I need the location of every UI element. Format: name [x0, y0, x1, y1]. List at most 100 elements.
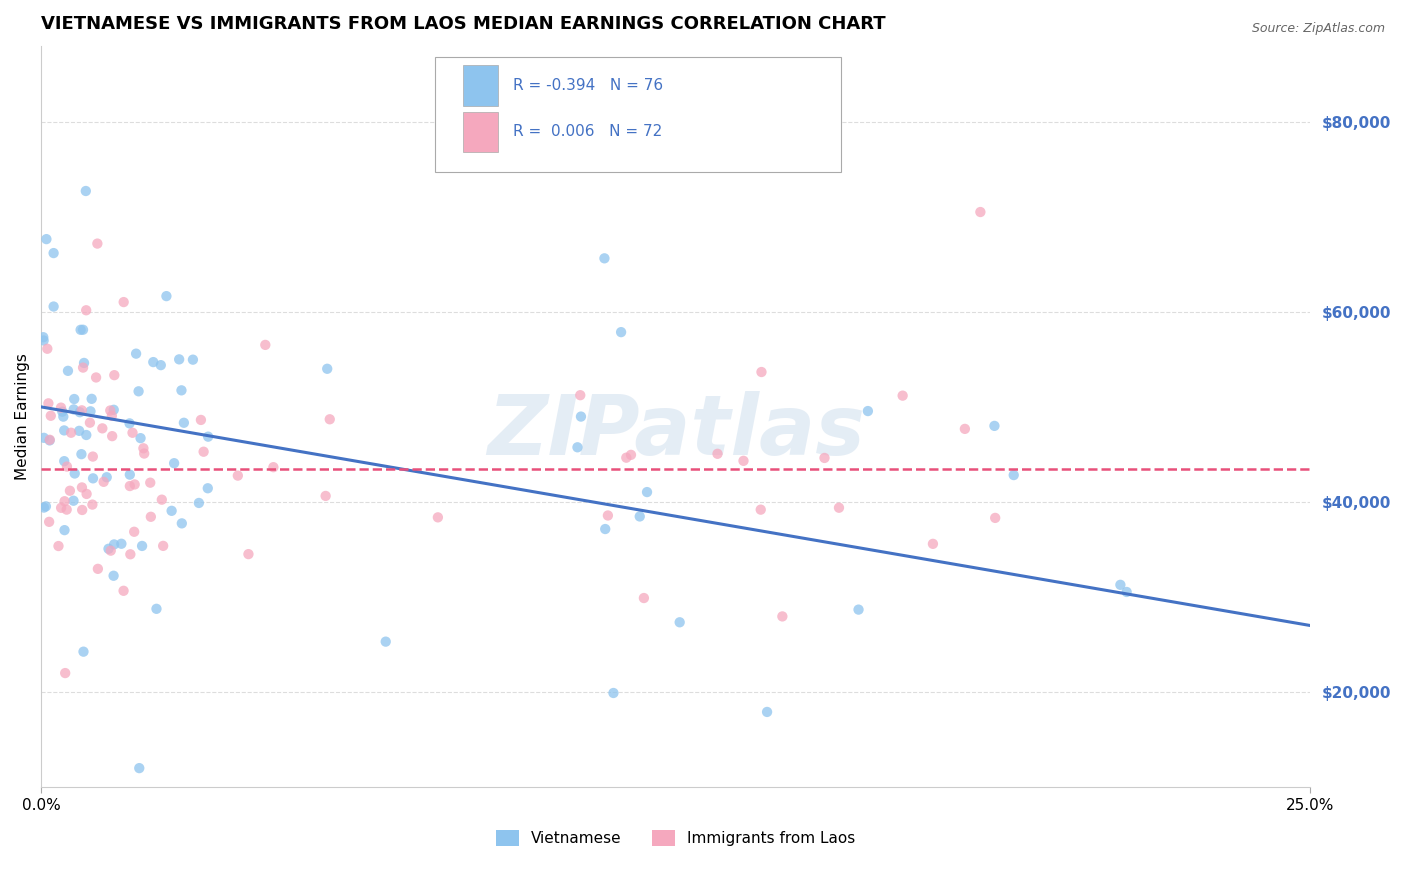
- Point: [813, 450, 835, 465]
- Point: [155, 289, 177, 303]
- Point: [636, 485, 658, 500]
- Point: [73, 356, 96, 370]
- Point: [103, 568, 125, 582]
- Point: [60, 425, 83, 440]
- Point: [226, 468, 249, 483]
- Point: [163, 456, 186, 470]
- Point: [856, 404, 879, 418]
- Point: [149, 358, 172, 372]
- Point: [56, 459, 79, 474]
- Point: [103, 368, 125, 383]
- Point: [82, 471, 104, 485]
- Point: [620, 448, 643, 462]
- Point: [87, 562, 110, 576]
- Point: [82, 450, 104, 464]
- Point: [110, 537, 132, 551]
- Point: [733, 454, 755, 468]
- Point: [139, 475, 162, 490]
- Point: [132, 442, 155, 456]
- Point: [953, 422, 976, 436]
- Point: [32, 330, 55, 344]
- Point: [32, 334, 55, 348]
- Point: [53, 666, 76, 681]
- Point: [193, 444, 215, 458]
- Point: [173, 416, 195, 430]
- Point: [42, 246, 65, 260]
- Point: [51, 404, 73, 418]
- Point: [97, 541, 120, 556]
- Point: [82, 498, 104, 512]
- Point: [37, 396, 59, 410]
- Point: [569, 409, 592, 424]
- Point: [254, 338, 277, 352]
- Point: [316, 361, 339, 376]
- Point: [75, 303, 97, 318]
- Point: [52, 409, 75, 424]
- Point: [101, 429, 124, 443]
- Point: [62, 493, 84, 508]
- Point: [969, 205, 991, 219]
- Point: [1002, 468, 1025, 483]
- Point: [70, 403, 93, 417]
- Point: [112, 295, 135, 310]
- Point: [38, 433, 60, 447]
- Text: Source: ZipAtlas.com: Source: ZipAtlas.com: [1251, 22, 1385, 36]
- FancyBboxPatch shape: [463, 65, 498, 106]
- Point: [1109, 578, 1132, 592]
- Point: [32, 500, 55, 515]
- Point: [63, 392, 86, 406]
- Point: [187, 496, 209, 510]
- Point: [125, 346, 148, 360]
- Point: [39, 409, 62, 423]
- Point: [891, 389, 914, 403]
- Point: [56, 364, 79, 378]
- Point: [49, 401, 72, 415]
- Point: [602, 686, 624, 700]
- Point: [59, 483, 82, 498]
- Point: [72, 645, 94, 659]
- Point: [53, 454, 76, 468]
- Point: [593, 252, 616, 266]
- Point: [633, 591, 655, 605]
- Point: [190, 413, 212, 427]
- Point: [38, 434, 60, 448]
- Point: [167, 352, 190, 367]
- Point: [593, 522, 616, 536]
- Point: [75, 428, 97, 442]
- Point: [170, 384, 193, 398]
- Point: [96, 470, 118, 484]
- Point: [1115, 585, 1137, 599]
- Point: [197, 430, 219, 444]
- Point: [150, 492, 173, 507]
- Point: [118, 467, 141, 482]
- Legend: Vietnamese, Immigrants from Laos: Vietnamese, Immigrants from Laos: [496, 830, 856, 847]
- Point: [98, 403, 121, 417]
- Point: [139, 509, 162, 524]
- Point: [628, 509, 651, 524]
- Point: [131, 539, 153, 553]
- Point: [118, 417, 141, 431]
- Point: [70, 503, 93, 517]
- Point: [103, 537, 125, 551]
- Point: [984, 511, 1007, 525]
- Point: [238, 547, 260, 561]
- Point: [197, 481, 219, 495]
- Point: [72, 360, 94, 375]
- Point: [91, 421, 114, 435]
- Point: [129, 431, 152, 445]
- Point: [426, 510, 449, 524]
- Y-axis label: Median Earnings: Median Earnings: [15, 353, 30, 480]
- Point: [112, 583, 135, 598]
- Point: [86, 236, 108, 251]
- Point: [770, 609, 793, 624]
- Point: [128, 384, 150, 399]
- Point: [983, 418, 1005, 433]
- Point: [49, 500, 72, 515]
- Point: [38, 515, 60, 529]
- Point: [706, 447, 728, 461]
- Point: [69, 323, 91, 337]
- Point: [32, 431, 55, 445]
- Point: [614, 450, 637, 465]
- Point: [72, 323, 94, 337]
- Point: [749, 502, 772, 516]
